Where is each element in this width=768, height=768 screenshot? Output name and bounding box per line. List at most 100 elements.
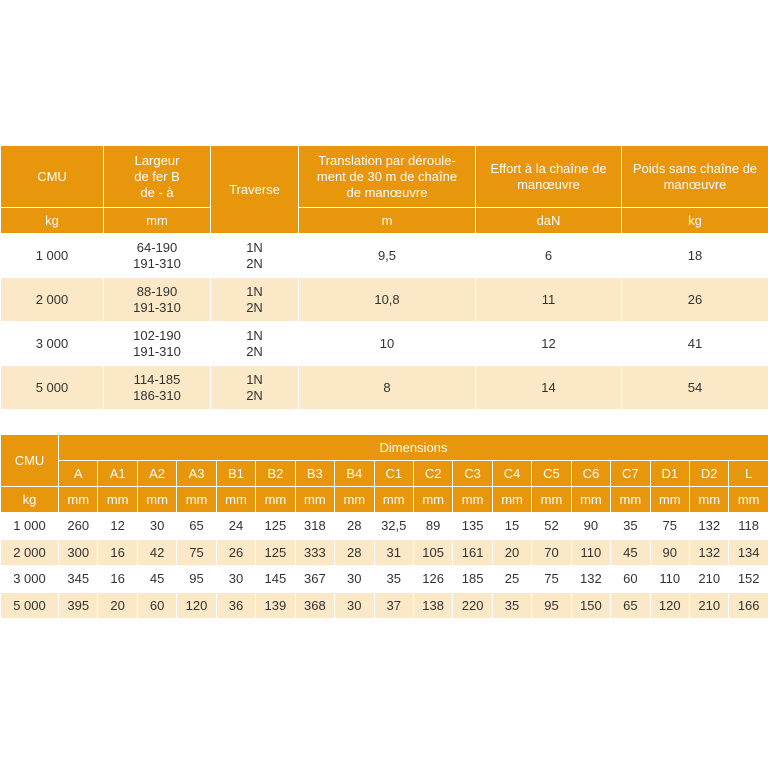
dimensions-cell: 118 xyxy=(728,512,768,540)
dimensions-unit-row: kg mm mm mm mm mm mm mm mm mm mm mm mm mm mm mm mm mm mm xyxy=(0,486,768,513)
dimension-unit-cell: mm xyxy=(412,486,454,513)
dimension-column-header: A3 xyxy=(176,460,217,487)
specs-cell: 11 xyxy=(475,277,622,322)
dimensions-cell: 30 xyxy=(136,512,178,540)
dimensions-cell: 32,5 xyxy=(373,512,414,540)
dimensions-cell: 300 xyxy=(57,538,99,566)
specs-unit-row: kg mm m daN kg xyxy=(0,207,768,234)
dimension-column-header: C5 xyxy=(531,460,572,487)
specs-cell: 1N 2N xyxy=(210,233,299,278)
dimensions-cell: 132 xyxy=(688,538,730,566)
dimensions-cell: 65 xyxy=(176,512,217,540)
dimensions-cell: 35 xyxy=(373,565,414,593)
dimension-column-header: B3 xyxy=(294,460,336,487)
specs-cell: 14 xyxy=(475,365,622,410)
dimensions-row: 5 000 395 20 60 120 36 139 368 30 37 138 220 35 95 150… xyxy=(0,591,768,619)
specs-cell: 9,5 xyxy=(298,233,476,278)
dimensions-cell: 45 xyxy=(136,565,178,593)
specs-cell: 88-190 191-310 xyxy=(103,277,211,322)
dimension-unit-cell: mm xyxy=(688,486,730,513)
dimensions-cell: 75 xyxy=(531,565,572,593)
specs-cell: 1 000 xyxy=(0,233,104,278)
dimensions-cell: 395 xyxy=(57,591,99,619)
dimension-column-header: C3 xyxy=(452,460,493,487)
specs-header-cell: Traverse xyxy=(210,145,299,234)
dimensions-cell: 16 xyxy=(97,565,138,593)
dimensions-cell: 166 xyxy=(728,591,768,619)
specs-cell: 41 xyxy=(621,321,768,366)
dimension-column-header: A2 xyxy=(136,460,178,487)
specs-body: 1 000 64-190 191-310 1N 2N 9,5 6 18 2 000 88-190 1… xyxy=(0,233,768,410)
dimensions-body: 1 000 260 12 30 65 24 125 318 28 32,5 89 135 15 52 90 3… xyxy=(0,512,768,619)
dimension-unit-cell: mm xyxy=(294,486,336,513)
dimension-unit-cell: mm xyxy=(649,486,691,513)
dimensions-cell: 37 xyxy=(373,591,414,619)
specs-unit-cell: mm xyxy=(103,207,211,234)
dimensions-cell: 152 xyxy=(728,565,768,593)
dimensions-cell: 70 xyxy=(531,538,572,566)
dimensions-cell: 60 xyxy=(136,591,178,619)
dimension-unit-cell: mm xyxy=(531,486,572,513)
dimensions-cell: 210 xyxy=(688,565,730,593)
dimensions-cell: 367 xyxy=(294,565,336,593)
dimensions-table: CMU Dimensions A A1 A2 A3 B1 B2 B3 B4 C1 C2 C3 C4 C5… xyxy=(0,434,768,619)
dimensions-cell: 42 xyxy=(136,538,178,566)
dimensions-cell: 125 xyxy=(255,512,296,540)
dimensions-cell: 210 xyxy=(688,591,730,619)
dimensions-cell: 333 xyxy=(294,538,336,566)
dimensions-cell: 89 xyxy=(412,512,454,540)
specs-cell: 8 xyxy=(298,365,476,410)
dimensions-group-row: CMU Dimensions xyxy=(0,434,768,487)
dimension-unit-cell: mm xyxy=(255,486,296,513)
dimension-unit-cell: mm xyxy=(136,486,178,513)
dimensions-cell: 132 xyxy=(688,512,730,540)
specs-row: 2 000 88-190 191-310 1N 2N 10,8 11 26 xyxy=(0,277,768,322)
dimension-column-header: A xyxy=(57,460,99,487)
dimensions-column-row: A A1 A2 A3 B1 B2 B3 B4 C1 C2 C3 C4 C5 C6 C7 D1 D2 L xyxy=(0,460,768,487)
dimensions-cell: 65 xyxy=(610,591,651,619)
dimensions-cell: 105 xyxy=(412,538,454,566)
dimensions-cell: 220 xyxy=(452,591,493,619)
specs-cell: 1N 2N xyxy=(210,277,299,322)
dimensions-cmu-unit: kg xyxy=(0,486,59,513)
dimensions-cell: 368 xyxy=(294,591,336,619)
dimensions-cell: 52 xyxy=(531,512,572,540)
dimensions-cell: 126 xyxy=(412,565,454,593)
dimension-column-header: C4 xyxy=(491,460,533,487)
dimensions-cell: 35 xyxy=(610,512,651,540)
dimension-unit-cell: mm xyxy=(610,486,651,513)
specs-cell: 3 000 xyxy=(0,321,104,366)
specs-cell: 114-185 186-310 xyxy=(103,365,211,410)
specs-cell: 26 xyxy=(621,277,768,322)
dimension-unit-cell: mm xyxy=(334,486,375,513)
dimensions-cell: 110 xyxy=(649,565,691,593)
dimension-column-header: D1 xyxy=(649,460,691,487)
dimensions-cell: 20 xyxy=(97,591,138,619)
dimensions-cell: 30 xyxy=(334,565,375,593)
dimensions-cell: 24 xyxy=(215,512,257,540)
dimension-column-header: A1 xyxy=(97,460,138,487)
dimensions-cell: 318 xyxy=(294,512,336,540)
specs-row: 5 000 114-185 186-310 1N 2N 8 14 54 xyxy=(0,365,768,410)
dimensions-cell: 15 xyxy=(491,512,533,540)
specs-header-cell: Translation par déroule-ment de 30 m de … xyxy=(298,145,476,208)
specs-cell: 102-190 191-310 xyxy=(103,321,211,366)
dimensions-cell: 5 000 xyxy=(0,591,59,619)
dimension-unit-cell: mm xyxy=(215,486,257,513)
specs-row: 1 000 64-190 191-310 1N 2N 9,5 6 18 xyxy=(0,233,768,278)
specs-cell: 10 xyxy=(298,321,476,366)
dimensions-cell: 138 xyxy=(412,591,454,619)
dimension-column-header: C1 xyxy=(373,460,414,487)
dimensions-cell: 35 xyxy=(491,591,533,619)
specs-cell: 6 xyxy=(475,233,622,278)
specs-unit-cell: m xyxy=(298,207,476,234)
dimension-unit-cell: mm xyxy=(491,486,533,513)
dimensions-cell: 120 xyxy=(649,591,691,619)
specs-header-cell: Effort à la chaîne de manœuvre xyxy=(475,145,622,208)
dimension-column-header: B4 xyxy=(334,460,375,487)
dimensions-cell: 28 xyxy=(334,538,375,566)
specs-cell: 54 xyxy=(621,365,768,410)
specs-header-cell: CMU xyxy=(0,145,104,208)
